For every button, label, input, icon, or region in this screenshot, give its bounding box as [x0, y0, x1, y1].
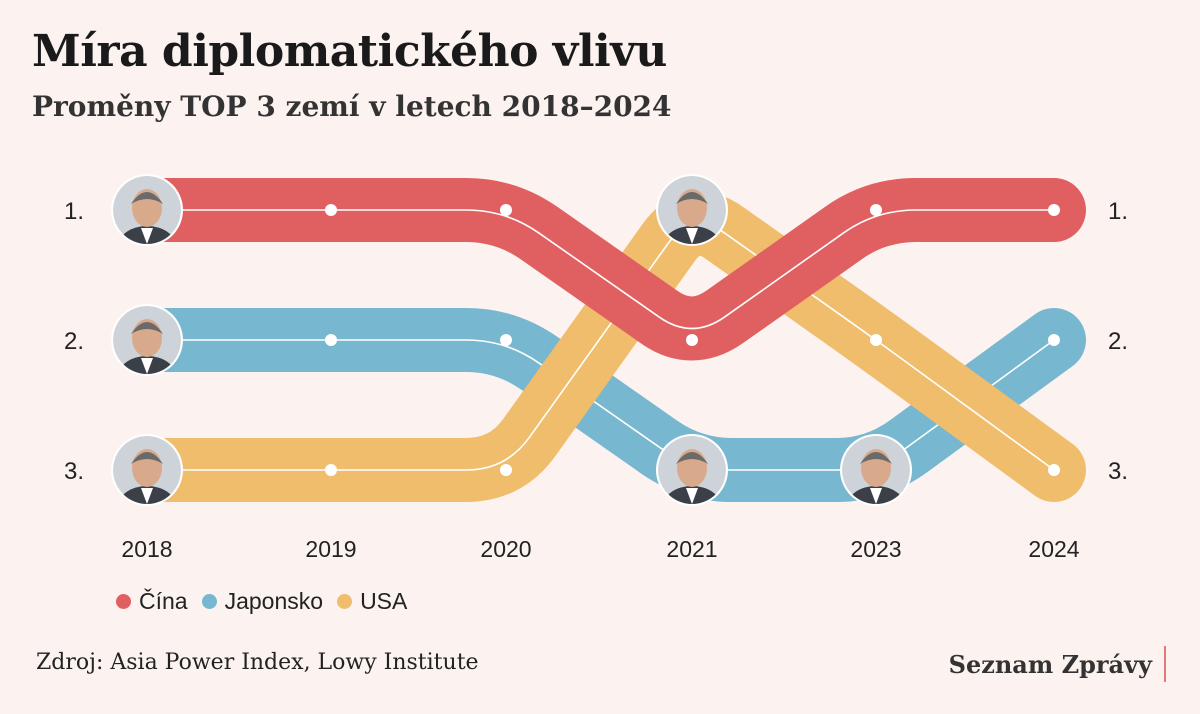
rank-label-left-2: 2.	[64, 328, 84, 355]
data-point-japan-2019	[325, 334, 337, 346]
chart-title: Míra diplomatického vlivu	[32, 26, 667, 77]
rank-label-right-1: 1.	[1108, 198, 1128, 225]
data-point-china-2024	[1048, 204, 1060, 216]
legend-label-japan: Japonsko	[224, 588, 324, 614]
data-point-usa-2023	[870, 334, 882, 346]
rank-label-left-3: 3.	[64, 458, 84, 485]
x-tick-label-2023: 2023	[850, 536, 901, 562]
brand-divider	[1164, 646, 1166, 682]
legend-item-china: Čína	[116, 588, 188, 615]
x-tick-label-2019: 2019	[305, 536, 356, 562]
leader-portrait-icon	[656, 174, 728, 246]
data-point-usa-2019	[325, 464, 337, 476]
data-point-china-2023	[870, 204, 882, 216]
data-point-china-2020	[500, 204, 512, 216]
rank-label-right-2: 2.	[1108, 328, 1128, 355]
leader-portrait-icon	[111, 434, 183, 506]
data-point-japan-2024	[1048, 334, 1060, 346]
data-point-china-2019	[325, 204, 337, 216]
series-line-usa	[146, 222, 1055, 471]
legend: Čína Japonsko USA	[116, 588, 407, 615]
legend-swatch-china	[116, 594, 131, 609]
chart-subtitle: Proměny TOP 3 zemí v letech 2018–2024	[32, 90, 672, 123]
leader-portrait-icon	[656, 434, 728, 506]
legend-label-china: Čína	[139, 588, 188, 614]
legend-swatch-usa	[337, 594, 353, 609]
leader-portrait-icon	[840, 434, 912, 506]
leader-portrait-icon	[111, 174, 183, 246]
x-tick-label-2020: 2020	[480, 536, 531, 562]
legend-swatch-japan	[201, 594, 217, 609]
series-line-china	[146, 209, 1055, 330]
data-point-usa-2024	[1048, 464, 1060, 476]
brand-logo: Seznam Zprávy	[948, 650, 1152, 679]
source-note: Zdroj: Asia Power Index, Lowy Institute	[36, 650, 479, 675]
legend-item-japan: Japonsko	[201, 588, 324, 615]
rank-label-left-1: 1.	[64, 198, 84, 225]
data-point-china-2021	[686, 334, 698, 346]
x-tick-label-2024: 2024	[1028, 536, 1079, 562]
leader-portrait-icon	[111, 304, 183, 376]
data-point-usa-2020	[500, 464, 512, 476]
data-point-japan-2020	[500, 334, 512, 346]
x-tick-label-2018: 2018	[121, 536, 172, 562]
x-tick-label-2021: 2021	[666, 536, 717, 562]
legend-label-usa: USA	[360, 588, 408, 614]
legend-item-usa: USA	[337, 588, 407, 615]
rank-label-right-3: 3.	[1108, 458, 1128, 485]
